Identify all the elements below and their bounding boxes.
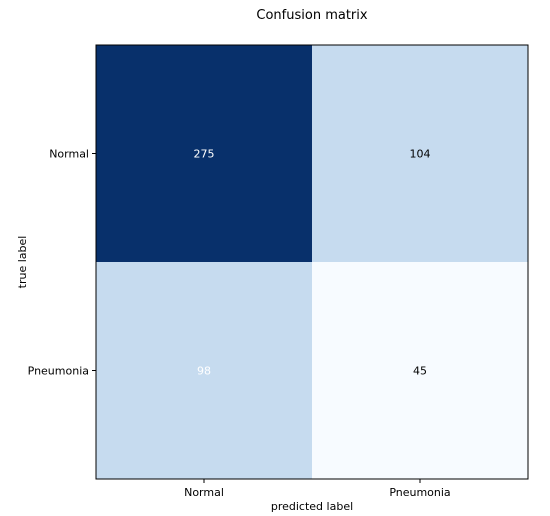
heatmap-cell (96, 262, 312, 479)
axis-ticks: Normal Pneumonia Normal Pneumonia (28, 148, 451, 500)
x-tick-label: Pneumonia (389, 486, 450, 499)
y-tick-label: Normal (49, 148, 89, 161)
cell-value-label: 275 (194, 148, 215, 161)
y-tick-label: Pneumonia (28, 365, 89, 378)
heatmap-cell (312, 45, 528, 262)
heatmap-cell (312, 262, 528, 479)
heatmap-cells: 275 104 98 45 (96, 45, 528, 479)
y-axis-label: true label (16, 236, 29, 289)
x-axis-label: predicted label (271, 500, 353, 513)
cell-value-label: 45 (413, 365, 427, 378)
chart-title: Confusion matrix (256, 8, 367, 23)
x-tick-label: Normal (184, 486, 224, 499)
cell-value-label: 104 (410, 148, 431, 161)
cell-value-label: 98 (197, 365, 211, 378)
heatmap-cell (96, 45, 312, 262)
plot-frame (95, 44, 529, 480)
